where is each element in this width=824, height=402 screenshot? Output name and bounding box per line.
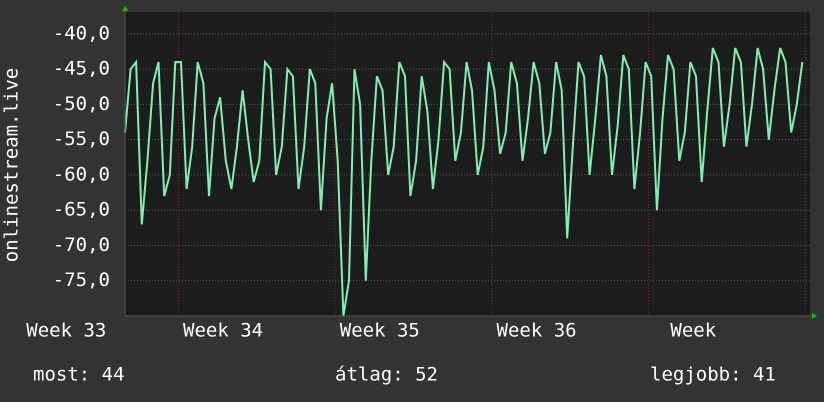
data-line <box>124 47 804 317</box>
y-tick-label: -60,0 <box>53 163 110 185</box>
y-tick-label: -55,0 <box>53 128 110 150</box>
plot-area <box>125 12 810 316</box>
x-tick-label: Week <box>670 320 716 342</box>
y-axis-label: onlinestream.live <box>1 68 23 262</box>
y-tick-label: -75,0 <box>53 269 110 291</box>
stat-label: átlag: 52 <box>335 364 438 386</box>
y-tick-label: -70,0 <box>53 234 110 256</box>
y-tick-label: -65,0 <box>53 199 110 221</box>
y-tick-label: -45,0 <box>53 58 110 80</box>
x-tick-label: Week 33 <box>26 320 106 342</box>
stat-label: most: 44 <box>33 364 125 386</box>
x-tick-label: Week 36 <box>497 320 577 342</box>
y-tick-label: -50,0 <box>53 93 110 115</box>
stat-label: legjobb: 41 <box>650 364 776 386</box>
axis-arrow <box>812 313 817 319</box>
x-tick-label: Week 35 <box>340 320 420 342</box>
axis-arrow <box>122 6 128 11</box>
y-tick-label: -40,0 <box>53 22 110 44</box>
x-tick-label: Week 34 <box>183 320 263 342</box>
